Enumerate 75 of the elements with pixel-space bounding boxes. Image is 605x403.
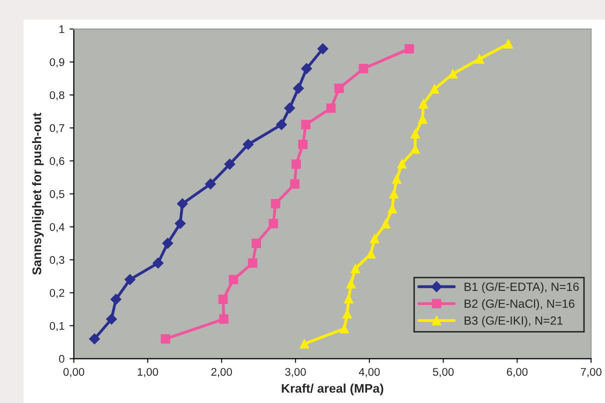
point xyxy=(89,333,100,344)
y-tick-label: 0,1 xyxy=(50,322,64,332)
point xyxy=(326,103,336,113)
x-tick-label: 5,00 xyxy=(432,368,454,378)
point xyxy=(448,69,458,79)
point xyxy=(152,258,164,268)
x-tick-label: 3,00 xyxy=(285,368,306,378)
y-tick-label: 0,5 xyxy=(50,190,64,200)
x-axis-title: Kraft/ areal (MPa) xyxy=(282,384,384,396)
point xyxy=(177,198,188,210)
point xyxy=(301,120,311,130)
point xyxy=(270,199,280,208)
point xyxy=(504,39,514,49)
point xyxy=(276,119,287,130)
point xyxy=(317,43,328,54)
x-tick-label: 7,00 xyxy=(580,368,602,378)
y-tick-label: 0,4 xyxy=(50,223,64,232)
point xyxy=(418,99,428,109)
point xyxy=(389,189,398,199)
point xyxy=(174,218,186,229)
point xyxy=(298,140,308,150)
point xyxy=(268,218,278,228)
y-tick-label: 0 xyxy=(59,354,64,363)
point xyxy=(160,334,170,344)
point xyxy=(106,314,117,325)
point xyxy=(392,174,402,184)
point xyxy=(474,54,484,64)
legend-label: B1 (G/E-EDTA), N=16 xyxy=(464,282,579,294)
point xyxy=(293,82,304,94)
point xyxy=(252,238,262,248)
point xyxy=(228,274,238,284)
point xyxy=(350,264,360,274)
y-tick-label: 0,6 xyxy=(50,157,64,166)
point xyxy=(366,249,376,259)
point xyxy=(205,178,216,190)
x-tick-label: 1,00 xyxy=(138,368,158,378)
point xyxy=(380,219,390,229)
y-tick-label: 0,3 xyxy=(50,256,64,266)
point xyxy=(340,324,349,334)
point xyxy=(301,63,312,74)
point xyxy=(404,44,414,54)
point xyxy=(219,314,229,324)
y-tick-label: 1 xyxy=(59,25,64,34)
point xyxy=(358,64,368,74)
point xyxy=(242,138,254,150)
point xyxy=(342,309,352,319)
legend-label: B2 (G/E-NaCl), N=16 xyxy=(464,299,574,310)
x-tick-label: 6,00 xyxy=(506,368,528,378)
y-tick-label: 0,7 xyxy=(50,124,64,134)
x-tick-label: 0,00 xyxy=(63,368,84,378)
legend-label: B3 (G/E-IKI), N=21 xyxy=(464,316,563,328)
y-axis-title: Sannsynlighet for push-out xyxy=(32,112,44,275)
point xyxy=(284,102,296,114)
point xyxy=(162,238,174,249)
point xyxy=(344,294,354,304)
point xyxy=(388,204,397,214)
y-tick-label: 0,2 xyxy=(50,289,64,298)
point xyxy=(370,234,380,244)
x-tick-label: 2,00 xyxy=(211,368,232,378)
x-tick-label: 4,00 xyxy=(358,368,380,378)
point xyxy=(290,179,300,189)
point xyxy=(248,258,258,268)
point xyxy=(124,274,136,285)
point xyxy=(334,84,344,94)
point xyxy=(110,294,122,305)
y-tick-label: 0,9 xyxy=(50,58,64,68)
point xyxy=(224,158,236,170)
point xyxy=(300,339,310,349)
point xyxy=(410,129,420,139)
point xyxy=(218,294,228,304)
point xyxy=(292,159,301,169)
y-tick-label: 0,8 xyxy=(50,91,64,100)
point xyxy=(397,159,407,169)
point xyxy=(346,279,356,289)
point xyxy=(430,84,440,94)
